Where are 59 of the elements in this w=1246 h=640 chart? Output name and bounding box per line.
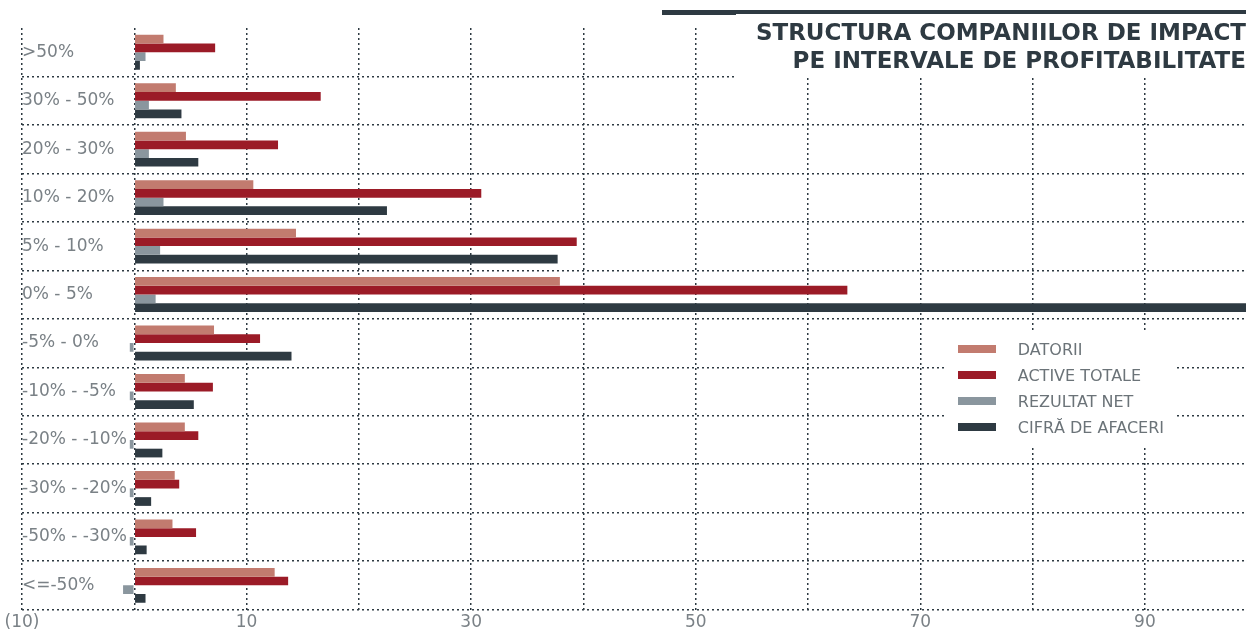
bar (135, 374, 185, 383)
y-tick-label: -30% - -20% (22, 476, 127, 497)
x-tick-label: 30 (460, 611, 482, 632)
bar (135, 528, 197, 537)
bar (135, 140, 279, 150)
bar (135, 149, 149, 158)
legend-label: ACTIVE TOTALE (1017, 365, 1142, 385)
bar (135, 188, 482, 198)
bar (135, 180, 254, 189)
x-tick-label: 10 (235, 611, 258, 632)
legend-label: CIFRĂ DE AFACERI (1017, 417, 1164, 437)
bar (135, 567, 275, 577)
y-tick-label: 5% - 10% (22, 234, 104, 255)
y-tick-label: 20% - 30% (22, 137, 115, 158)
legend-label: REZULTAT NET (1017, 391, 1134, 411)
bar (135, 83, 176, 92)
bar (135, 246, 161, 255)
bar (135, 43, 216, 53)
x-tick-label: 50 (684, 611, 707, 632)
legend-label: DATORII (1017, 339, 1083, 359)
bar (135, 100, 149, 110)
bar (135, 285, 848, 295)
bar (135, 519, 173, 529)
bar (135, 325, 215, 335)
bar (135, 34, 164, 44)
bar (129, 439, 134, 449)
y-tick-label: -10% - -5% (22, 379, 116, 400)
bar (135, 334, 261, 344)
bar (135, 431, 199, 440)
x-tick-label: 90 (1134, 611, 1156, 632)
y-tick-label: 10% - 20% (22, 186, 115, 207)
bar (135, 277, 560, 286)
y-tick-label: -50% - -30% (22, 525, 127, 546)
bar (129, 536, 134, 546)
bar (135, 576, 289, 586)
bar (135, 237, 577, 247)
bar (135, 382, 213, 392)
bar (129, 488, 134, 498)
bar (135, 479, 180, 489)
bar (123, 585, 134, 595)
bar (135, 422, 185, 432)
x-tick-label: 70 (909, 611, 932, 632)
y-tick-label: <=-50% (22, 573, 95, 594)
y-tick-label: -20% - -10% (22, 428, 127, 449)
bar (129, 343, 134, 352)
x-tick-label: (10) (4, 611, 40, 632)
bar (135, 228, 296, 238)
y-tick-label: >50% (22, 40, 75, 61)
bar (135, 294, 156, 304)
bar (135, 197, 164, 207)
bar (135, 52, 146, 61)
bar (135, 91, 321, 101)
chart-title: STRUCTURA COMPANIILOR DE IMPACT PE INTERVALE DE PROFITABILITATE (735, 14, 1246, 78)
bar (129, 391, 134, 401)
y-tick-label: 30% - 50% (22, 89, 115, 110)
bar (135, 131, 186, 141)
y-tick-label: 0% - 5% (22, 282, 93, 303)
y-tick-label: -5% - 0% (22, 331, 100, 352)
bar (135, 470, 175, 480)
